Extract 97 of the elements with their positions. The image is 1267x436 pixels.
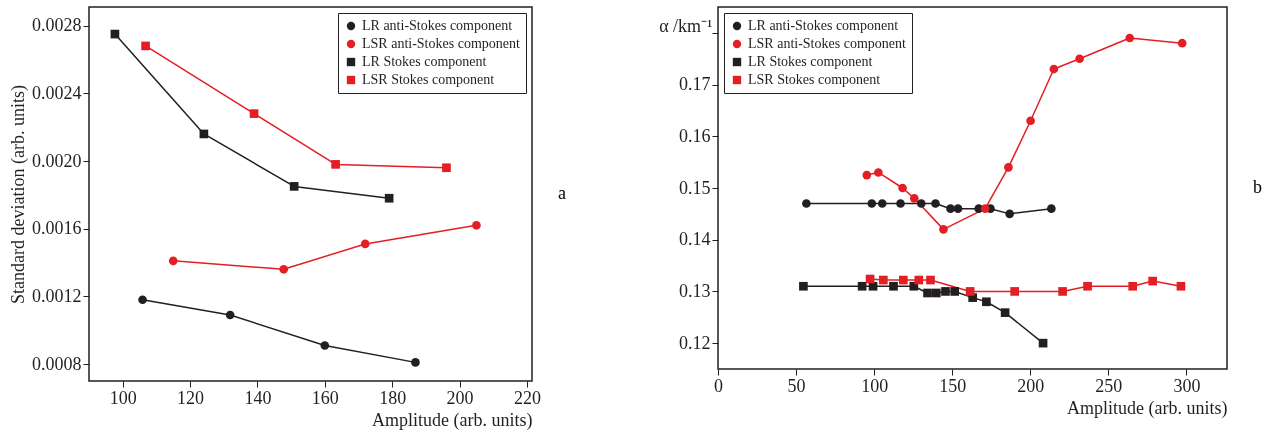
point [950, 287, 960, 296]
point [889, 281, 898, 291]
point [926, 275, 935, 285]
x-tick-label: 300 [1173, 375, 1201, 396]
point [360, 239, 370, 249]
point [472, 220, 481, 230]
point [1000, 308, 1010, 317]
point [289, 182, 299, 191]
y-tick-label: 0.0028 [32, 15, 82, 36]
point [1026, 116, 1035, 126]
x-tick-label: 250 [1095, 375, 1123, 396]
point [862, 170, 872, 180]
y-tick-label: 0.17 [679, 74, 711, 95]
point [802, 199, 811, 208]
point [877, 199, 887, 208]
point [1004, 162, 1013, 172]
point [946, 204, 955, 214]
legend-label: LR anti-Stokes component [362, 18, 513, 33]
point [923, 288, 932, 298]
y-axis-title: α /km⁻¹ [659, 16, 713, 37]
y-tick-label: 0.15 [679, 177, 711, 198]
point [909, 194, 919, 203]
legend-label: LSR anti-Stokes component [362, 36, 520, 51]
legend-label: LSR Stokes component [362, 72, 495, 87]
legend-label: LSR Stokes component [748, 72, 881, 87]
point [384, 193, 394, 203]
point [141, 41, 150, 51]
y-axis-title: Standard deviation (arb. units) [8, 85, 29, 304]
point [867, 199, 877, 208]
point [320, 341, 330, 350]
point [914, 275, 924, 285]
point [916, 199, 926, 208]
point [879, 275, 888, 285]
y-tick-label: 0.0020 [32, 150, 82, 171]
point [1176, 281, 1186, 291]
x-axis-title: Amplitude (arb. units) [372, 409, 533, 431]
point [249, 109, 259, 118]
point [138, 295, 147, 305]
legend-label: LR Stokes component [362, 54, 487, 69]
point [1049, 64, 1059, 74]
point [982, 297, 991, 307]
point [931, 288, 941, 298]
point [279, 264, 289, 274]
point [411, 358, 420, 367]
point [1125, 33, 1135, 43]
x-tick-label: 120 [177, 387, 205, 408]
x-tick-label: 200 [446, 387, 474, 408]
point [1128, 281, 1138, 291]
point [225, 310, 235, 320]
point [953, 204, 963, 214]
point [896, 199, 905, 208]
point [874, 168, 883, 177]
y-tick-label: 0.0016 [32, 218, 82, 239]
text: b [1253, 177, 1262, 197]
point [931, 199, 940, 208]
y-tick-label: 0.12 [679, 332, 711, 353]
point [1058, 287, 1067, 296]
point [1148, 276, 1158, 286]
point [1047, 204, 1056, 214]
y-tick-label: 0.13 [679, 280, 711, 301]
x-tick-label: 200 [1017, 375, 1045, 396]
x-tick-label: 100 [861, 375, 889, 396]
point [1010, 287, 1019, 296]
point [1005, 209, 1014, 219]
point [898, 183, 907, 193]
x-tick-label: 140 [244, 387, 272, 408]
point [941, 287, 950, 296]
x-axis-title: Amplitude (arb. units) [1067, 397, 1228, 419]
y-tick-label: 0.0008 [32, 353, 82, 374]
x-tick-label: 50 [787, 375, 806, 396]
legend-label: LR Stokes component [748, 54, 873, 69]
point [909, 281, 919, 291]
y-tick-label: 0.0012 [32, 285, 82, 306]
point [980, 204, 990, 214]
x-tick-label: 160 [311, 387, 339, 408]
text: a [558, 183, 566, 203]
x-tick-label: 150 [939, 375, 967, 396]
point [1083, 281, 1092, 291]
point [1075, 54, 1084, 64]
y-tick-label: 0.16 [679, 125, 711, 146]
y-tick-label: 0.14 [679, 229, 711, 250]
point [168, 256, 178, 266]
x-tick-label: 220 [513, 387, 541, 408]
point [799, 281, 808, 291]
point [857, 281, 867, 291]
point [899, 275, 908, 285]
y-tick-label: 0.0024 [32, 82, 82, 103]
point [939, 225, 948, 234]
legend-label: LR anti-Stokes component [748, 18, 899, 33]
point [1177, 38, 1187, 48]
point [965, 287, 975, 296]
legend-label: LSR anti-Stokes component [748, 36, 906, 51]
point [442, 163, 451, 173]
x-tick-label: 180 [379, 387, 407, 408]
x-tick-label: 100 [109, 387, 137, 408]
point [331, 160, 340, 169]
x-tick-label: 0 [714, 375, 723, 396]
